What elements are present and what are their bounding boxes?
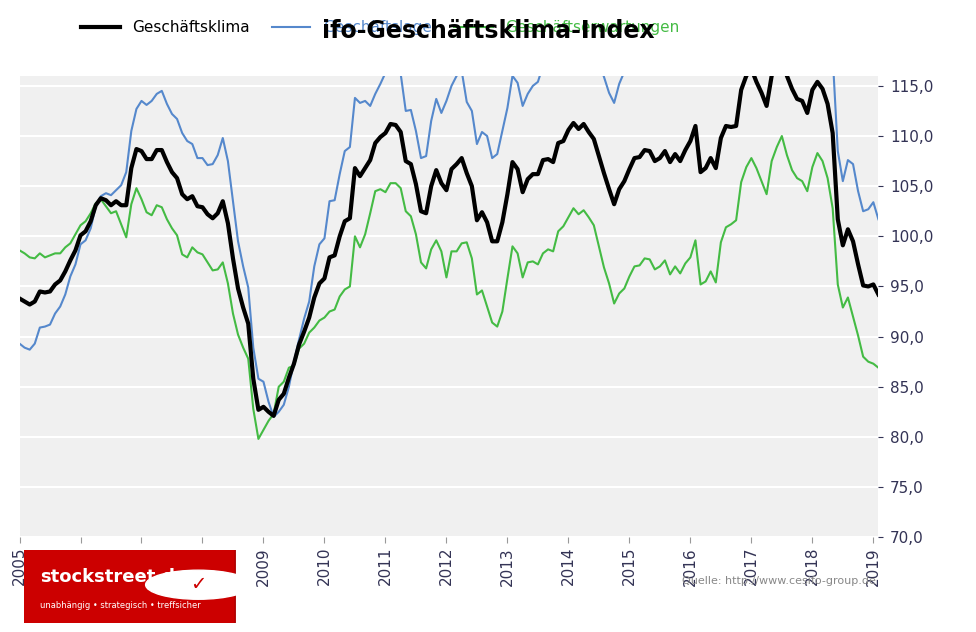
Text: stockstreet.de: stockstreet.de: [40, 568, 187, 586]
Text: Quelle: http://www.cesifo-group.de: Quelle: http://www.cesifo-group.de: [682, 576, 875, 586]
FancyBboxPatch shape: [20, 549, 235, 624]
Legend: Geschäftsklima, Geschäftslage, Geschäftserwartungen: Geschäftsklima, Geschäftslage, Geschäfts…: [75, 15, 685, 42]
Circle shape: [145, 570, 251, 599]
Text: unabhängig • strategisch • treffsicher: unabhängig • strategisch • treffsicher: [40, 600, 201, 610]
Text: ifo-Geschäftsklima-Index: ifo-Geschäftsklima-Index: [322, 19, 654, 43]
Text: ✓: ✓: [190, 575, 207, 594]
